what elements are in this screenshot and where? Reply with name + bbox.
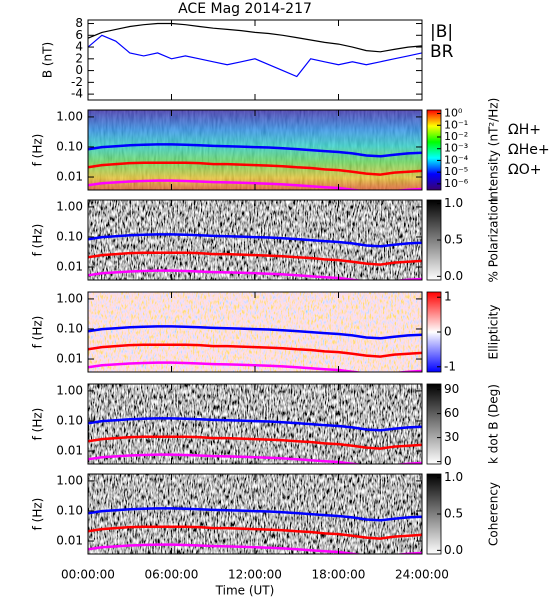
y-tick-label: 1.00 — [56, 109, 83, 123]
spectrogram-texture — [88, 292, 422, 372]
y-tick-label: -2 — [71, 75, 83, 89]
colorbar — [426, 109, 442, 191]
spectrogram-texture — [88, 474, 422, 554]
y-tick-label: 1.00 — [56, 291, 83, 305]
colorbar-tick-label: 0 — [444, 325, 452, 339]
y-tick-label: 1.00 — [56, 473, 83, 487]
y-tick-label: 0.10 — [56, 229, 83, 243]
y-axis-label: B (nT) — [41, 42, 55, 78]
legend-label: ΩO+ — [508, 162, 541, 178]
legend-label: ΩHe+ — [508, 142, 550, 158]
x-tick-label: 00:00:00 — [61, 568, 115, 582]
colorbar-tick-label: 0.5 — [444, 233, 463, 247]
y-axis-label: f (Hz) — [31, 408, 45, 441]
y-tick-label: 8 — [75, 16, 83, 30]
colorbar-tick-label: 0.5 — [444, 507, 463, 521]
data-line — [88, 343, 422, 358]
colorbar-label: % Polarization — [487, 198, 501, 283]
y-tick-label: 0.10 — [56, 503, 83, 517]
y-tick-label: 0.01 — [56, 352, 83, 366]
x-tick-label: 18:00:00 — [312, 568, 366, 582]
y-tick-label: 0.01 — [56, 260, 83, 274]
data-line — [88, 34, 422, 78]
colorbar-label: Coherency — [487, 482, 501, 546]
legend-label: BR — [430, 42, 454, 62]
spectrogram-texture — [88, 384, 422, 464]
colorbar-tick-label: 1 — [444, 290, 452, 304]
y-tick-label: 0.10 — [56, 139, 83, 153]
colorbar-tick-label: 0.0 — [444, 269, 463, 283]
colorbar — [426, 383, 442, 465]
y-tick-label: 4 — [75, 40, 83, 54]
colorbar-tick-label: 1.0 — [444, 470, 463, 484]
legend-label: ΩH+ — [508, 122, 541, 138]
x-tick-label: 24:00:00 — [395, 568, 449, 582]
colorbar-tick-label: 10⁻² — [444, 130, 468, 143]
y-axis-label: f (Hz) — [31, 498, 45, 531]
data-line — [88, 453, 422, 464]
data-line — [88, 143, 422, 158]
y-tick-label: 0.01 — [56, 170, 83, 184]
y-tick-label: -4 — [71, 87, 83, 101]
data-line — [88, 161, 422, 176]
colorbar-tick-label: 10⁻⁴ — [444, 153, 469, 166]
colorbar-tick-label: 1.0 — [444, 196, 463, 210]
y-axis-label: f (Hz) — [31, 316, 45, 349]
y-tick-label: 2 — [75, 51, 83, 65]
colorbar-tick-label: 90 — [444, 382, 459, 396]
data-line — [88, 525, 422, 540]
x-tick-label: 06:00:00 — [145, 568, 199, 582]
spectrogram-texture — [88, 200, 422, 280]
spectrogram-texture — [88, 110, 422, 190]
y-axis-label: f (Hz) — [31, 134, 45, 167]
colorbar-tick-label: 10⁻³ — [444, 142, 468, 155]
y-tick-label: 1.00 — [56, 383, 83, 397]
y-tick-label: 0.01 — [56, 444, 83, 458]
y-tick-label: 1.00 — [56, 199, 83, 213]
legend-label: |B| — [430, 22, 453, 42]
colorbar-tick-label: 30 — [444, 430, 459, 444]
colorbar-label: Ellipticity — [487, 305, 501, 360]
data-line — [88, 179, 422, 190]
colorbar-tick-label: -1 — [444, 359, 456, 373]
x-tick-label: 12:00:00 — [228, 568, 282, 582]
data-line — [88, 417, 422, 432]
y-tick-label: 6 — [75, 28, 83, 42]
data-line — [88, 269, 422, 280]
y-tick-label: 0.10 — [56, 321, 83, 335]
colorbar-tick-label: 60 — [444, 406, 459, 420]
colorbar-tick-label: 0.0 — [444, 543, 463, 557]
data-line — [88, 325, 422, 340]
data-line — [88, 233, 422, 248]
y-tick-label: 0.01 — [56, 534, 83, 548]
data-line — [88, 22, 422, 53]
data-line — [88, 251, 422, 266]
y-tick-label: 0 — [75, 63, 83, 77]
data-line — [88, 543, 422, 554]
data-line — [88, 507, 422, 522]
colorbar-label: Intensity (nT²/Hz) — [487, 98, 501, 203]
colorbar-tick-label: 10⁻⁶ — [444, 177, 469, 190]
chart-title: ACE Mag 2014-217 — [178, 1, 312, 17]
x-axis-label: Time (UT) — [215, 584, 275, 598]
colorbar-tick-label: 0 — [444, 454, 452, 468]
y-axis-label: f (Hz) — [31, 224, 45, 257]
data-line — [88, 361, 422, 372]
data-line — [88, 435, 422, 450]
colorbar-tick-label: 10⁰ — [444, 107, 463, 120]
colorbar-tick-label: 10⁻¹ — [444, 118, 468, 131]
colorbar-label: k dot B (Deg) — [487, 384, 501, 464]
colorbar-tick-label: 10⁻⁵ — [444, 165, 468, 178]
y-tick-label: 0.10 — [56, 413, 83, 427]
